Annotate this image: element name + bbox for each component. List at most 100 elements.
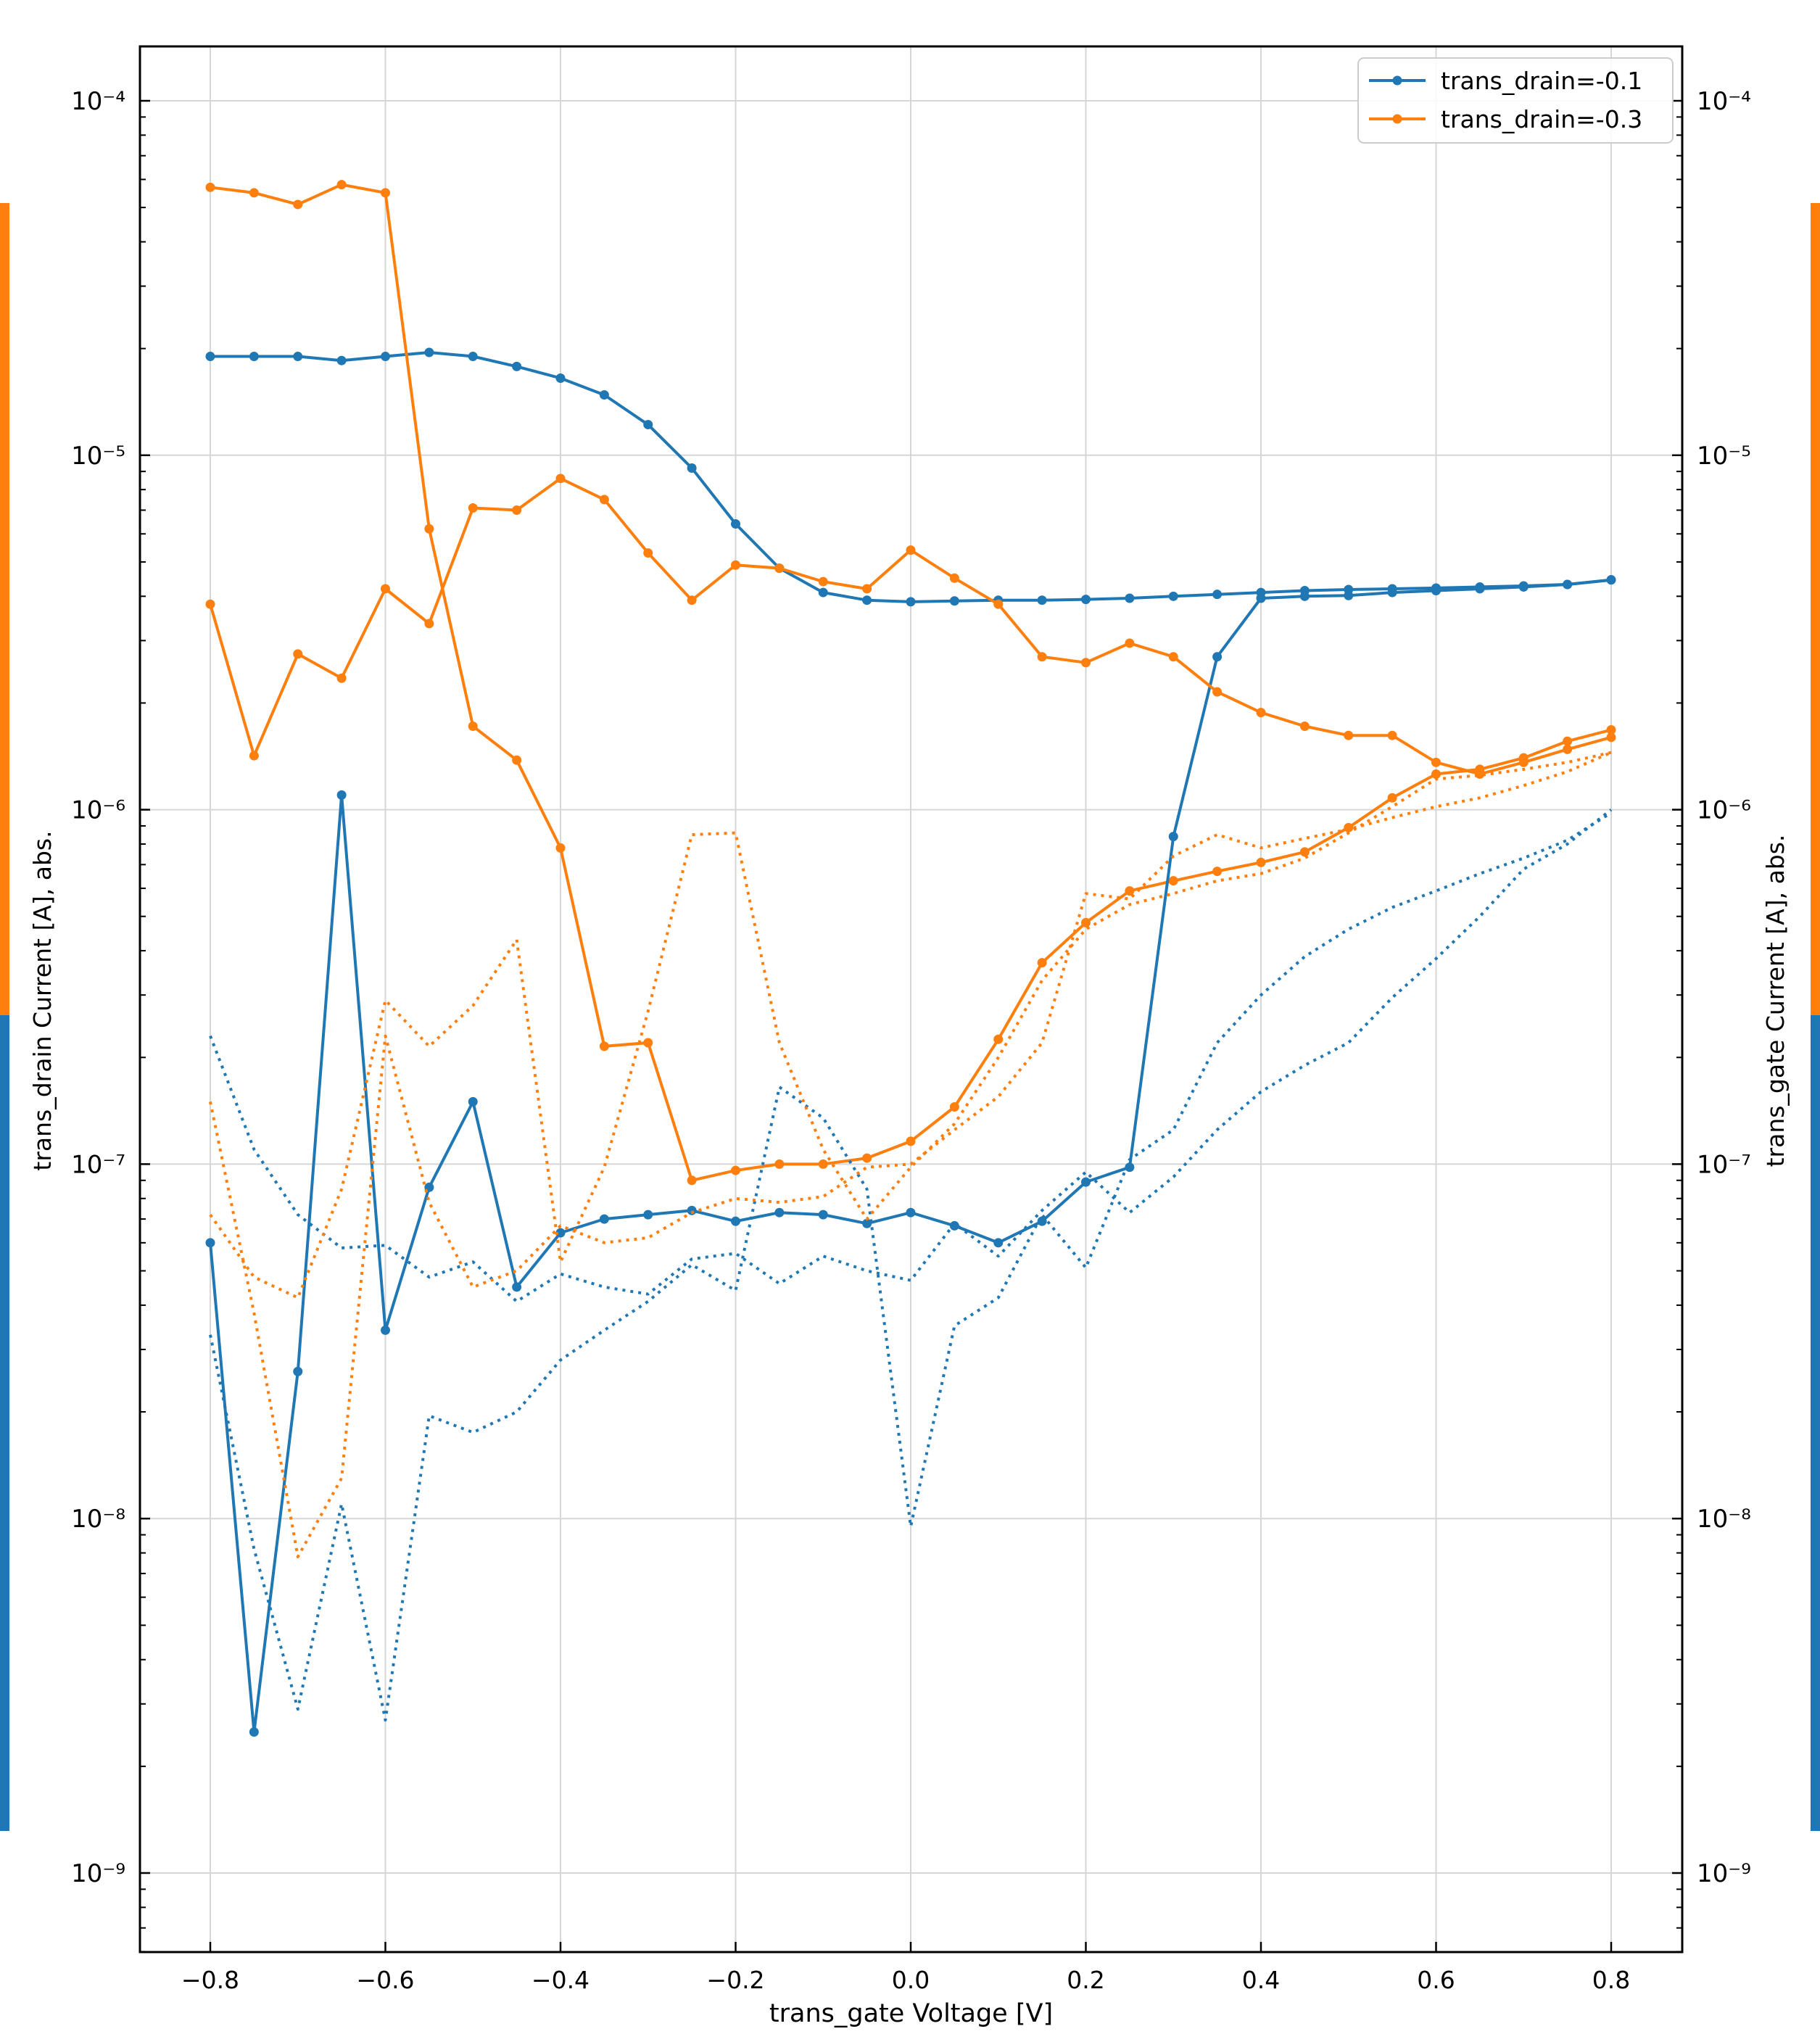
data-point [643, 1210, 653, 1220]
data-point [599, 1041, 609, 1051]
data-point [818, 587, 828, 598]
left-bar-blue [0, 1015, 9, 1831]
y-tick-label-left: 10⁻⁴ [71, 87, 125, 116]
data-point [555, 1228, 566, 1238]
data-point [424, 619, 434, 629]
data-point [993, 1034, 1004, 1044]
data-point [1212, 687, 1223, 697]
data-point [1168, 832, 1178, 842]
data-point [555, 474, 566, 484]
data-point [1344, 730, 1354, 740]
data-point [949, 573, 959, 583]
data-point [599, 390, 609, 400]
data-point [1563, 579, 1573, 590]
data-point [1037, 595, 1047, 605]
data-point [336, 180, 347, 190]
series-layer [205, 180, 1616, 1737]
data-point [468, 503, 478, 513]
y-tick-label-left: 10⁻⁵ [71, 442, 125, 471]
legend-marker [1392, 75, 1402, 86]
data-point [1563, 736, 1573, 746]
legend-label: trans_drain=-0.1 [1441, 67, 1642, 95]
y-axis-label-left: trans_drain Current [A], abs. [28, 830, 57, 1170]
data-point [1125, 593, 1135, 603]
data-point [1431, 585, 1441, 595]
data-point [1168, 652, 1178, 662]
data-point [1344, 590, 1354, 600]
data-point [1518, 582, 1529, 592]
data-point [818, 1210, 828, 1220]
data-point [1256, 593, 1266, 603]
data-point [862, 1153, 872, 1163]
data-point [512, 361, 522, 371]
data-point [1299, 847, 1310, 857]
y-tick-label-right: 10⁻⁹ [1697, 1859, 1751, 1888]
x-tick-label: 0.6 [1417, 1966, 1455, 1994]
legend-marker [1392, 114, 1402, 124]
data-point [731, 1216, 740, 1226]
x-tick-label: 0.8 [1592, 1966, 1630, 1994]
data-point [1299, 721, 1310, 731]
data-point [1081, 595, 1091, 605]
x-tick-label: 0.2 [1067, 1966, 1104, 1994]
data-point [818, 576, 828, 587]
data-point [1081, 917, 1091, 927]
data-point [862, 595, 872, 605]
data-point [643, 548, 653, 558]
x-tick-label: −0.2 [706, 1966, 764, 1994]
data-point [1081, 1177, 1091, 1187]
data-point [1299, 591, 1310, 601]
side-color-bars [0, 203, 1820, 1831]
y-tick-label-left: 10⁻⁶ [71, 796, 125, 825]
x-tick-label: −0.6 [356, 1966, 414, 1994]
data-point [643, 420, 653, 430]
data-point [993, 1238, 1004, 1248]
data-point [293, 1366, 303, 1376]
x-tick-label: −0.4 [531, 1966, 590, 1994]
data-point [731, 560, 740, 570]
axis-ticks: −0.8 −0.6 −0.4 −0.2 0.0 0.2 0.4 0.6 0.8 10⁻⁹ 10⁻⁹ 1… [71, 87, 1751, 1994]
data-point [687, 1205, 697, 1215]
data-point [1212, 652, 1223, 662]
data-point [293, 649, 303, 659]
data-point [1606, 575, 1616, 585]
data-point [512, 1282, 522, 1292]
data-point [249, 188, 259, 198]
data-point [687, 1175, 697, 1186]
data-point [1168, 876, 1178, 886]
y-tick-label-right: 10⁻⁶ [1697, 796, 1751, 825]
data-point [774, 1159, 785, 1169]
data-point [381, 352, 390, 362]
data-point [555, 843, 566, 853]
x-tick-label: 0.0 [892, 1966, 930, 1994]
data-point [1606, 724, 1616, 735]
data-point [862, 1218, 872, 1228]
legend-box [1357, 57, 1674, 144]
data-point [643, 1038, 653, 1048]
legend-label: trans_drain=-0.3 [1441, 105, 1642, 133]
data-point [1387, 730, 1397, 740]
data-point [381, 188, 390, 198]
data-point [774, 563, 785, 574]
data-point [468, 352, 478, 362]
data-point [906, 1207, 916, 1217]
data-point [1037, 652, 1047, 662]
right-bar-blue [1811, 1015, 1820, 1831]
data-point [205, 182, 215, 192]
y-tick-label-right: 10⁻⁷ [1697, 1150, 1751, 1179]
data-point [512, 505, 522, 516]
data-point [1387, 587, 1397, 598]
series-line-7 [209, 751, 1612, 1299]
data-point [1125, 1162, 1135, 1173]
data-point [1475, 584, 1485, 594]
data-point [599, 495, 609, 505]
data-point [687, 595, 697, 605]
data-point [1168, 591, 1178, 601]
data-point [949, 1102, 959, 1112]
data-point [205, 352, 215, 362]
data-point [993, 599, 1004, 609]
data-point [1518, 757, 1529, 767]
legend: trans_drain=-0.1 trans_drain=-0.3 [1357, 57, 1674, 144]
data-point [381, 584, 390, 594]
